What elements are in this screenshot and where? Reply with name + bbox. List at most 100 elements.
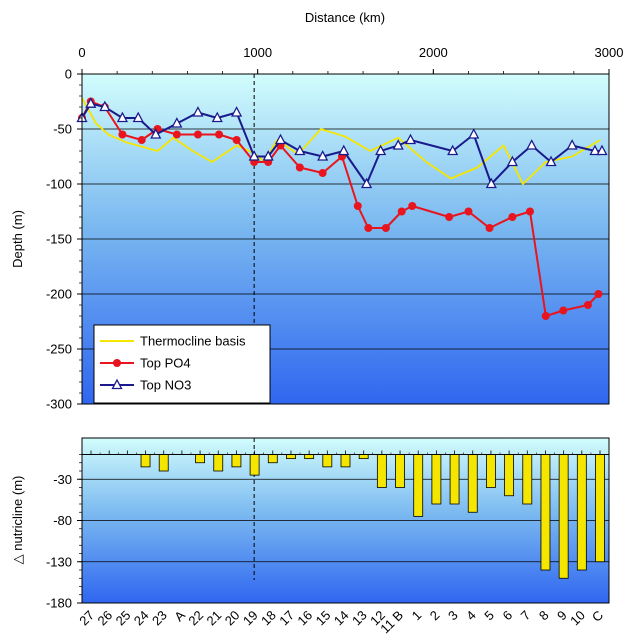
bar — [595, 454, 605, 563]
data-point-no3 — [589, 144, 601, 156]
data-point-no3 — [375, 144, 387, 156]
bar — [249, 454, 260, 476]
data-point-po4 — [364, 224, 373, 232]
data-point-po4 — [232, 136, 241, 144]
bar — [358, 454, 369, 460]
data-point-po4 — [583, 301, 592, 309]
station-label: 7 — [518, 608, 534, 624]
legend-label: Top PO4 — [140, 356, 191, 371]
data-point-no3 — [596, 144, 608, 156]
bar — [504, 454, 515, 497]
data-point-no3 — [211, 111, 223, 123]
data-point-po4 — [397, 207, 406, 216]
data-point-no3 — [274, 133, 287, 145]
bar — [540, 454, 551, 571]
data-point-no3 — [150, 128, 162, 139]
bar — [267, 454, 278, 464]
y-tick-label: -100 — [46, 177, 72, 192]
data-point-no3 — [231, 106, 243, 117]
x-tick-label: 1000 — [243, 45, 272, 60]
station-label: 4 — [463, 608, 479, 624]
station-label: 1 — [409, 608, 425, 624]
data-point-no3 — [566, 139, 578, 150]
bar — [140, 454, 151, 468]
data-point-po4 — [485, 224, 494, 232]
y-axis-title-nutricline: △ nutricline (m) — [10, 476, 25, 565]
data-point-no3 — [171, 117, 183, 128]
data-point-no3 — [404, 133, 417, 145]
data-point-po4 — [137, 136, 146, 144]
bar — [395, 454, 405, 488]
x-tick-label: 2000 — [419, 45, 448, 60]
data-point-no3 — [192, 106, 204, 117]
y-tick-label: 0 — [65, 67, 72, 82]
bar — [195, 454, 205, 464]
depth-gridlines — [82, 128, 609, 350]
y-tick-label: -200 — [46, 287, 72, 302]
data-point-no3 — [468, 128, 480, 139]
data-point-no3 — [447, 144, 459, 156]
data-point-no3 — [248, 150, 260, 161]
depth-series — [76, 97, 608, 320]
data-point-po4 — [445, 213, 454, 221]
station-label: 3 — [445, 608, 461, 624]
data-point-no3 — [338, 144, 350, 156]
data-point-po4 — [541, 312, 550, 320]
y-axis-title: Depth (m) — [10, 210, 25, 268]
y-tick-label: -30 — [53, 472, 72, 487]
nutricline-bars — [140, 454, 605, 579]
data-point-no3 — [85, 97, 97, 108]
legend-marker — [113, 359, 121, 367]
bar — [467, 454, 478, 513]
station-label: 2 — [427, 608, 443, 624]
data-point-po4 — [408, 202, 417, 210]
data-point-no3 — [132, 111, 144, 123]
data-point-po4 — [172, 130, 181, 139]
station-label: A — [171, 607, 188, 624]
x-tick-label: 3000 — [595, 45, 624, 60]
data-point-po4 — [559, 306, 568, 315]
y-tick-label: -180 — [46, 596, 72, 611]
data-point-po4 — [215, 130, 224, 139]
y-tick-label: -150 — [46, 232, 72, 247]
y-tick-label: -80 — [53, 513, 72, 528]
bar — [286, 454, 296, 460]
depth-chart: Distance (km) 0 1000 2000 3000 0 -50 -100 -150 -… — [10, 10, 623, 412]
station-label: 5 — [481, 608, 497, 624]
y-tick-label: -250 — [46, 342, 72, 357]
data-point-no3 — [506, 155, 518, 167]
y-tick-label: -300 — [46, 397, 72, 412]
y-tick-label: -50 — [53, 122, 72, 137]
station-label: 23 — [149, 608, 170, 629]
data-point-no3 — [262, 150, 274, 161]
data-point-no3 — [526, 139, 538, 150]
bar — [376, 454, 387, 488]
data-point-no3 — [99, 100, 111, 112]
bar — [340, 454, 351, 468]
data-point-no3 — [116, 111, 128, 123]
legend-marker — [111, 378, 123, 390]
data-point-po4 — [118, 130, 127, 139]
legend-label: Top NO3 — [140, 378, 191, 393]
bar — [322, 454, 333, 468]
bar — [486, 454, 496, 488]
station-label: 8 — [536, 608, 552, 624]
bar — [576, 454, 587, 571]
data-point-po4 — [508, 213, 517, 221]
bar — [558, 454, 569, 579]
bar — [304, 454, 315, 460]
x-tick-label: 0 — [78, 45, 85, 60]
data-point-po4 — [525, 207, 534, 216]
data-point-po4 — [594, 290, 603, 298]
data-point-po4 — [193, 130, 202, 139]
nutricline-chart: -30-80-130-180 △ nutricline (m) 27262524… — [10, 437, 610, 636]
data-point-po4 — [318, 169, 327, 177]
data-point-no3 — [294, 144, 306, 156]
bar — [231, 454, 242, 468]
station-label: C — [589, 608, 606, 625]
nutricline-gridlines — [82, 478, 609, 563]
bar — [431, 454, 442, 505]
data-point-po4 — [353, 202, 362, 210]
